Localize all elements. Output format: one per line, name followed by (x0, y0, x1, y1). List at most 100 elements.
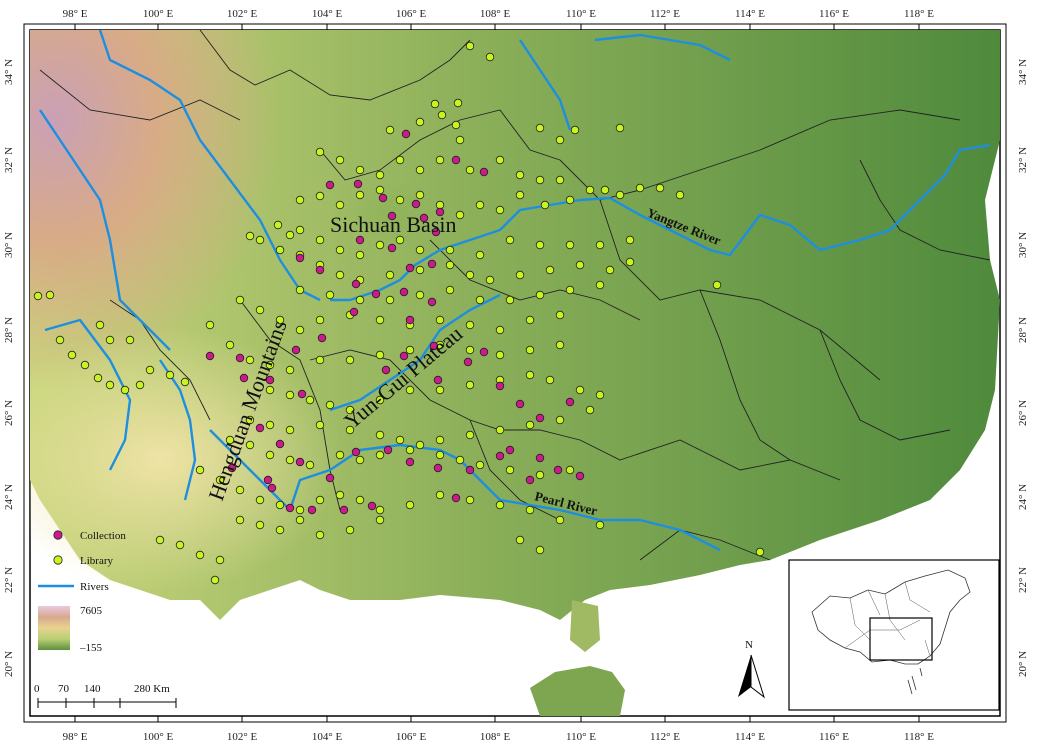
longitude-label-bottom: 118° E (904, 731, 934, 743)
library-sample-point (375, 240, 385, 250)
library-sample-point (325, 290, 335, 300)
library-sample-point (475, 460, 485, 470)
library-sample-point (355, 190, 365, 200)
longitude-label-top: 118° E (904, 8, 934, 20)
longitude-label-bottom: 114° E (735, 731, 765, 743)
library-sample-point (255, 235, 265, 245)
collection-sample-point (285, 503, 295, 513)
library-sample-point (235, 295, 245, 305)
library-sample-point (535, 240, 545, 250)
hainan-island (530, 666, 625, 716)
rivers-layer (39, 30, 991, 552)
library-sample-point (180, 377, 190, 387)
legend-rivers-label: Rivers (80, 581, 109, 593)
collection-sample-point (405, 457, 415, 467)
library-sample-point (375, 450, 385, 460)
library-sample-point (120, 385, 130, 395)
library-sample-point (655, 183, 665, 193)
library-sample-point (315, 495, 325, 505)
library-sample-point (255, 305, 265, 315)
library-sample-point (435, 450, 445, 460)
collection-sample-point (433, 463, 443, 473)
library-sample-point (225, 435, 235, 445)
north-arrow-label: N (745, 639, 753, 651)
jialing-river (519, 39, 572, 131)
library-sample-point (255, 520, 265, 530)
collection-sample-point (351, 447, 361, 457)
library-sample-point (205, 320, 215, 330)
collection-sample-point (419, 213, 429, 223)
collection-sample-point (535, 413, 545, 423)
library-sample-point (575, 385, 585, 395)
library-sample-point (535, 175, 545, 185)
inset-map (788, 559, 1000, 711)
library-sample-point (445, 245, 455, 255)
library-sample-point (405, 500, 415, 510)
library-sample-point (345, 355, 355, 365)
longitude-label-bottom: 102° E (227, 731, 258, 743)
latitude-label-left: 22° N (3, 567, 15, 593)
library-sample-point (315, 235, 325, 245)
wujiang-river (329, 293, 501, 412)
library-sample-point (215, 475, 225, 485)
latitude-label-left: 26° N (3, 400, 15, 426)
collection-sample-point (495, 451, 505, 461)
latitude-label-left: 34° N (3, 59, 15, 85)
collection-sample-point (411, 199, 421, 209)
library-sample-point (335, 490, 345, 500)
legend: Collection Library Rivers 7605 –155 (38, 530, 126, 654)
library-sample-point (595, 240, 605, 250)
library-sample-point (295, 505, 305, 515)
library-sample-point (515, 270, 525, 280)
collection-sample-point (495, 381, 505, 391)
collection-sample-point (431, 227, 441, 237)
library-sample-point (105, 335, 115, 345)
library-sample-point (455, 210, 465, 220)
collection-sample-point (435, 207, 445, 217)
library-sample-point (435, 385, 445, 395)
library-sample-point (455, 455, 465, 465)
collection-sample-point (383, 445, 393, 455)
library-sample-point (495, 350, 505, 360)
library-sample-point (335, 245, 345, 255)
library-sample-point (375, 430, 385, 440)
library-sample-point (525, 420, 535, 430)
collection-sample-point (317, 333, 327, 343)
library-sample-point (535, 470, 545, 480)
library-sample-point (675, 190, 685, 200)
library-sample-point (285, 230, 295, 240)
elevation-max-label: 7605 (80, 605, 103, 617)
library-sample-point (155, 535, 165, 545)
library-sample-point (345, 425, 355, 435)
library-sample-point (555, 135, 565, 145)
library-sample-point (495, 205, 505, 215)
library-sample-point (225, 340, 235, 350)
library-sample-point (565, 240, 575, 250)
library-sample-point (315, 315, 325, 325)
library-sample-point (515, 535, 525, 545)
library-sample-point (195, 465, 205, 475)
scale-label-280: 280 Km (134, 683, 170, 695)
library-sample-point (245, 440, 255, 450)
library-sample-point (465, 345, 475, 355)
collection-sample-point (325, 473, 335, 483)
mekong-river (44, 318, 132, 471)
library-sample-point (335, 200, 345, 210)
library-sample-point (475, 295, 485, 305)
collection-sample-point (378, 193, 388, 203)
inset-study-area-box (869, 617, 933, 661)
collection-sample-point (427, 259, 437, 269)
library-sample-point (195, 550, 205, 560)
library-sample-point (315, 530, 325, 540)
library-sample-point (585, 185, 595, 195)
collection-sample-point (405, 263, 415, 273)
library-sample-point (315, 191, 325, 201)
library-sample-point (45, 290, 55, 300)
longitude-label-top: 116° E (819, 8, 849, 20)
library-sample-point (355, 295, 365, 305)
library-sample-point (395, 235, 405, 245)
library-sample-point (273, 220, 283, 230)
library-sample-point (635, 183, 645, 193)
library-sample-point (175, 540, 185, 550)
